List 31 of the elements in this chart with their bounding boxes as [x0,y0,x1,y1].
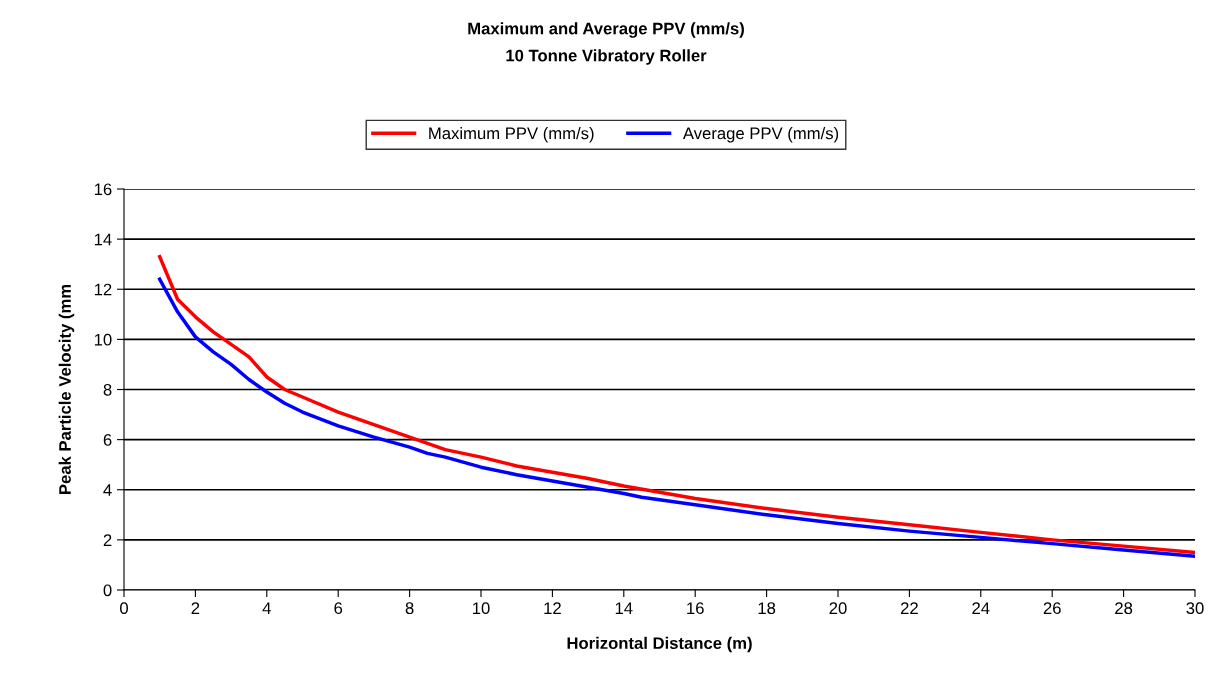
y-tick-label: 2 [103,534,112,546]
x-tick-label: 2 [191,602,200,614]
x-tick-label: 30 [1186,602,1204,615]
legend-label: Maximum PPV (mm/s) [429,127,594,143]
y-tick-label: 16 [94,183,112,196]
y-tick-label: 0 [103,584,112,597]
chart-subtitle: 10 Tonne Vibratory Roller [506,49,707,65]
y-tick-label: 10 [94,333,112,346]
x-tick-label: 4 [262,602,271,614]
x-axis-title: Horizontal Distance (m) [567,636,752,653]
y-axis-title: Peak Particle Velocity (mm [58,284,75,494]
chart-title: Maximum and Average PPV (mm/s) [468,22,744,38]
x-tick-label: 22 [900,602,918,614]
x-tick-label: 0 [120,602,128,615]
y-tick-label: 14 [94,233,112,246]
y-tick-label: 4 [103,484,112,496]
x-tick-label: 28 [1115,602,1133,615]
x-tick-label: 16 [687,602,704,615]
y-tick-label: 12 [94,283,112,296]
y-tick-label: 8 [103,383,112,396]
x-tick-label: 8 [405,602,414,615]
legend-label: Average PPV (mm/s) [682,127,839,143]
x-tick-label: 26 [1043,602,1061,615]
x-tick-label: 20 [829,602,847,615]
x-tick-label: 14 [615,602,633,614]
x-tick-label: 10 [473,602,490,615]
x-tick-label: 24 [972,602,990,614]
x-tick-label: 18 [758,602,776,615]
x-tick-label: 6 [334,602,343,615]
x-tick-label: 12 [544,602,561,614]
y-tick-label: 6 [103,434,112,446]
